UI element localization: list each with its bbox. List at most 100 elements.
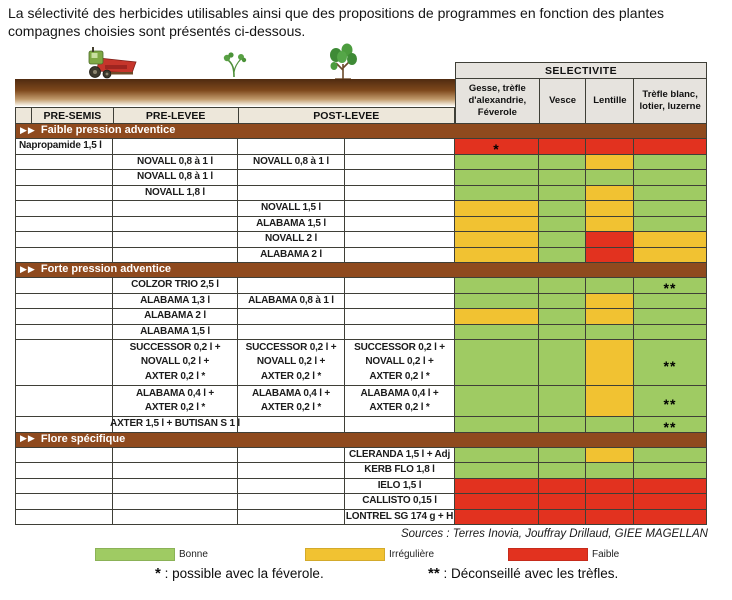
selectivity-cell: [455, 247, 539, 263]
program-cell: [113, 447, 238, 463]
program-label: LONTREL SG 174 g + H: [345, 510, 454, 522]
selectivity-header: SELECTIVITE: [455, 62, 707, 79]
selectivity-cell: [539, 340, 586, 386]
selectivity-cell: [539, 324, 586, 340]
selectivity-cell: **: [634, 386, 707, 417]
double-asterisk-mark: **: [428, 565, 440, 582]
table-row: ALABAMA 2 l: [15, 309, 707, 325]
selectivity-cell: [634, 139, 707, 155]
selectivity-cell: [539, 509, 586, 525]
selectivity-cell: [455, 309, 539, 325]
program-cell: SUCCESSOR 0,2 l + NOVALL 0,2 l + AXTER 0…: [238, 340, 345, 386]
program-cell: [15, 185, 113, 201]
program-cell: [113, 247, 238, 263]
selectivity-cell: [586, 293, 634, 309]
program-cell: SUCCESSOR 0,2 l + NOVALL 0,2 l + AXTER 0…: [113, 340, 238, 386]
selectivity-cell: [634, 509, 707, 525]
program-cell: ALABAMA 1,3 l: [113, 293, 238, 309]
program-cell: CALLISTO 0,15 l: [345, 494, 455, 510]
program-cell: [15, 478, 113, 494]
selectivity-cell: [634, 247, 707, 263]
legend-swatch-irregular: [305, 548, 385, 561]
table-row: IELO 1,5 l: [15, 478, 707, 494]
program-cell: [15, 293, 113, 309]
program-cell: [238, 324, 345, 340]
selectivity-cell: [455, 509, 539, 525]
table-row: NOVALL 0,8 à 1 l NOVALL 0,8 à 1 l: [15, 154, 707, 170]
program-cell: [238, 309, 345, 325]
legend-swatch-poor: [508, 548, 588, 561]
program-cell: [113, 216, 238, 232]
program-cell: NOVALL 0,8 à 1 l: [113, 170, 238, 186]
legend-item-bonne: Bonne: [95, 548, 208, 561]
table-row: NOVALL 0,8 à 1 l: [15, 170, 707, 186]
selectivity-cell: [586, 278, 634, 294]
selectivity-cell: [586, 154, 634, 170]
program-cell: [345, 324, 455, 340]
program-cell: [15, 232, 113, 248]
section-title: Forte pression adventice: [40, 263, 172, 275]
legend-label: Bonne: [179, 549, 208, 560]
soil-gradient-banner: [15, 79, 455, 106]
program-cell: CLERANDA 1,5 l + Adj: [345, 447, 455, 463]
selectivity-cell: [455, 216, 539, 232]
selectivity-cell: [634, 447, 707, 463]
program-cell: [345, 154, 455, 170]
selectivity-cell: [539, 247, 586, 263]
program-cell: [15, 278, 113, 294]
section-arrows-icon: ▶▶: [20, 264, 36, 275]
program-cell: ALABAMA 1,5 l: [113, 324, 238, 340]
table-row: NOVALL 1,8 l: [15, 185, 707, 201]
program-cell: [238, 478, 345, 494]
legend-label: Faible: [592, 549, 620, 560]
program-cell: [238, 494, 345, 510]
program-cell: LONTREL SG 174 g + H: [345, 509, 455, 525]
footnote-text: : Déconseillé avec les trèfles.: [443, 566, 619, 581]
selectivity-cell: [634, 216, 707, 232]
intro-text: La sélectivité des herbicides utilisable…: [8, 5, 665, 40]
program-cell: [113, 232, 238, 248]
selectivity-cell: **: [634, 278, 707, 295]
program-cell: [345, 185, 455, 201]
selectivity-cell: [586, 201, 634, 217]
program-cell: SUCCESSOR 0,2 l + NOVALL 0,2 l + AXTER 0…: [345, 340, 455, 386]
footnote-feverole: * : possible avec la féverole.: [155, 565, 324, 582]
program-label: NOVALL 2 l: [264, 233, 318, 244]
program-label: AXTER 1,5 l + BUTISAN S 1 l: [110, 418, 240, 429]
program-cell: [113, 478, 238, 494]
selectivity-cell: [586, 185, 634, 201]
selectivity-cell: [586, 170, 634, 186]
selectivity-cell: [455, 185, 539, 201]
program-label: ALABAMA 0,8 à 1 l: [248, 294, 334, 306]
program-cell: [15, 170, 113, 186]
selectivity-cell: [455, 447, 539, 463]
program-label: SUCCESSOR 0,2 l + NOVALL 0,2 l + AXTER 0…: [354, 341, 445, 382]
selectivity-cell: [634, 324, 707, 340]
program-label: Napropamide 1,5 l: [19, 140, 102, 151]
program-cell: ALABAMA 2 l: [238, 247, 345, 263]
program-cell: NOVALL 0,8 à 1 l: [113, 154, 238, 170]
program-cell: [238, 417, 345, 433]
program-label: ALABAMA 1,3 l: [140, 294, 210, 306]
header-gutter-cell: [16, 107, 32, 124]
program-label: ALABAMA 1,5 l: [140, 325, 210, 337]
program-cell: [345, 247, 455, 263]
program-cell: ALABAMA 2 l: [113, 309, 238, 325]
program-cell: [238, 509, 345, 525]
table-row: LONTREL SG 174 g + H: [15, 509, 707, 525]
program-cell: [15, 201, 113, 217]
program-cell: ALABAMA 0,4 l + AXTER 0,2 l *: [113, 386, 238, 417]
selectivity-cell: **: [634, 417, 707, 434]
stage-header-row: PRE-SEMIS PRE-LEVEE POST-LEVEE: [15, 107, 455, 124]
footnote-text: : possible avec la féverole.: [164, 566, 324, 581]
program-cell: [15, 447, 113, 463]
stage-col-pre-levee: PRE-LEVEE: [113, 107, 239, 124]
selectivity-cell: [586, 340, 634, 386]
program-label: ALABAMA 0,4 l + AXTER 0,2 l *: [360, 387, 439, 414]
selectivity-cell: [586, 478, 634, 494]
program-cell: NOVALL 1,8 l: [113, 185, 238, 201]
program-cell: [113, 201, 238, 217]
program-label: ALABAMA 1,5 l: [256, 217, 326, 229]
program-cell: [113, 463, 238, 479]
